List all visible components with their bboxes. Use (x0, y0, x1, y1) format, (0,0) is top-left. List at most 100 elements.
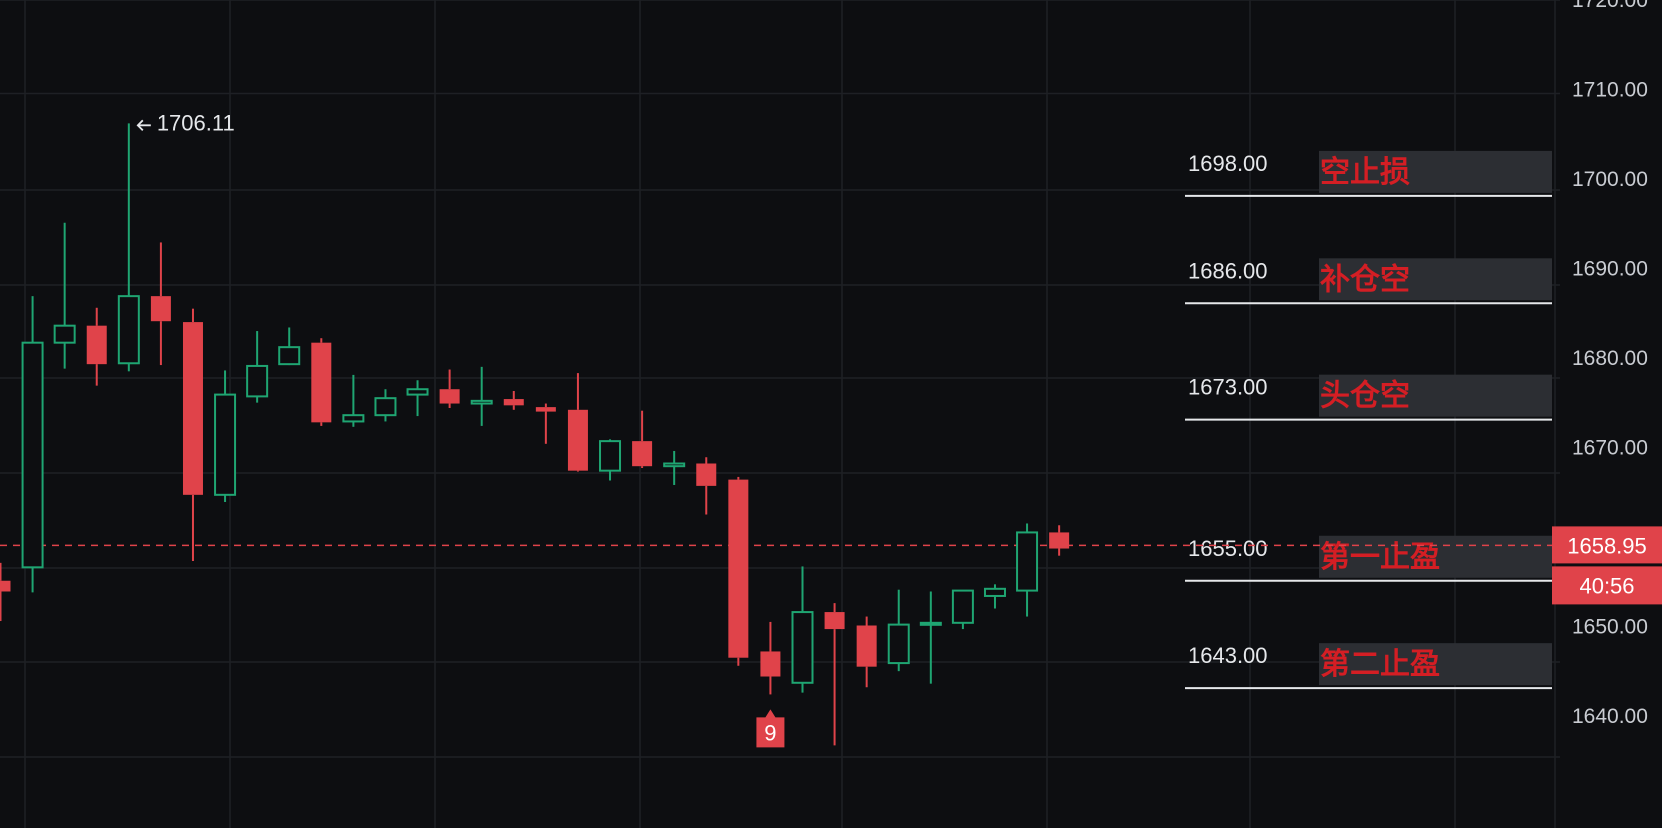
candle-body-down (696, 463, 717, 486)
candle (856, 616, 877, 688)
level-tag-box (1319, 374, 1552, 417)
candle-body-up (919, 621, 942, 626)
last-price-badge (1552, 526, 1662, 564)
candle-body-down (503, 399, 524, 406)
price-axis-tick-label: 1670.00 (1572, 437, 1648, 460)
level-tag-box (1319, 150, 1552, 193)
level-price-label: 1686.00 (1188, 258, 1268, 283)
candle (567, 373, 588, 472)
candle-body-down (760, 651, 781, 677)
candle-body-up (246, 364, 269, 398)
level-price-label: 1673.00 (1188, 375, 1268, 400)
candle (503, 391, 524, 410)
candle (791, 566, 814, 693)
candle-body-down (311, 342, 332, 423)
countdown-badge (1552, 566, 1662, 605)
level-tag-label: 空止损 (1320, 155, 1410, 190)
price-axis-tick-label: 1640.00 (1572, 705, 1648, 728)
candle-body-up (374, 397, 397, 417)
countdown-label: 40:56 (1579, 573, 1634, 598)
candle (406, 380, 429, 417)
price-axis[interactable]: 1640.00 1650.00 1670.00 1680.00 1690.00 1700.… (1554, 0, 1648, 828)
price-axis-tick-label: 1710.00 (1572, 79, 1648, 102)
candle-body-up (599, 440, 622, 472)
candle-body-up (791, 611, 814, 684)
level-tag-label: 第二止盈 (1320, 647, 1440, 682)
level-tag-label: 补仓空 (1320, 262, 1410, 297)
candle (0, 562, 11, 622)
candle (599, 439, 622, 481)
candle-body-up (21, 341, 44, 569)
candle (246, 331, 269, 403)
candle-body-up (663, 462, 686, 468)
price-axis-tick-label: 1680.00 (1572, 347, 1648, 370)
candle (663, 450, 686, 485)
price-axis-tick-label: 1720.00 (1572, 0, 1648, 12)
candle-body-down (0, 580, 11, 592)
candle (117, 123, 140, 372)
candle-body-up (214, 393, 237, 496)
candle-body-up (406, 388, 429, 396)
sequence-marker: 9 (756, 709, 785, 748)
candle (278, 327, 301, 366)
candle (214, 370, 237, 502)
candle-body-down (824, 612, 845, 630)
candle-body-down (728, 479, 749, 658)
candle (1016, 523, 1039, 617)
level-tag-box (1319, 643, 1552, 686)
candle (728, 476, 749, 666)
candle-body-up (951, 589, 974, 624)
candle (696, 457, 717, 515)
level-tag-box (1319, 535, 1552, 578)
candle-body-up (983, 587, 1006, 597)
candle-body-down (1049, 532, 1070, 549)
annotations: 1706.11 9 (136, 110, 785, 748)
candle (470, 366, 493, 426)
candle (824, 603, 845, 746)
last-price-label: 1658.95 (1567, 533, 1647, 558)
candle (535, 403, 556, 444)
level-tag-box (1319, 258, 1552, 301)
candles (0, 123, 1070, 746)
price-axis-tick-label: 1690.00 (1572, 258, 1648, 281)
high-price-annotation: 1706.11 (157, 110, 235, 135)
candle-body-down (535, 407, 556, 412)
candle (86, 307, 107, 386)
level-price-label: 1698.00 (1188, 151, 1268, 176)
candle-body-down (150, 296, 171, 322)
candle-body-up (1016, 531, 1039, 592)
level-price-label: 1655.00 (1188, 536, 1268, 561)
candle-body-down (567, 409, 588, 471)
candle (439, 369, 460, 409)
candle-body-down (182, 322, 203, 495)
candle (53, 222, 76, 369)
arrow-left-icon (136, 119, 151, 131)
candle (919, 591, 942, 684)
candle (311, 338, 332, 426)
candle (632, 410, 653, 468)
candle-body-down (86, 325, 107, 365)
candle (182, 308, 203, 562)
candle (374, 389, 397, 422)
candle-body-down (439, 389, 460, 404)
candle (951, 589, 974, 630)
candle (21, 296, 44, 593)
candle-body-up (278, 346, 301, 366)
price-axis-tick-label: 1700.00 (1572, 168, 1648, 191)
candle-body-down (856, 625, 877, 667)
marker-badge (756, 709, 785, 748)
candle (342, 374, 365, 427)
candle (1049, 525, 1070, 556)
candle-body-up (470, 399, 493, 405)
price-badges: 1658.95 40:56 (1552, 526, 1662, 605)
candle-body-down (632, 441, 653, 467)
candle-body-up (53, 324, 76, 344)
candle-body-up (342, 414, 365, 423)
level-tag-label: 头仓空 (1320, 379, 1410, 414)
candle-body-up (887, 623, 910, 665)
price-axis-tick-label: 1650.00 (1572, 616, 1648, 639)
marker-label: 9 (764, 720, 776, 745)
